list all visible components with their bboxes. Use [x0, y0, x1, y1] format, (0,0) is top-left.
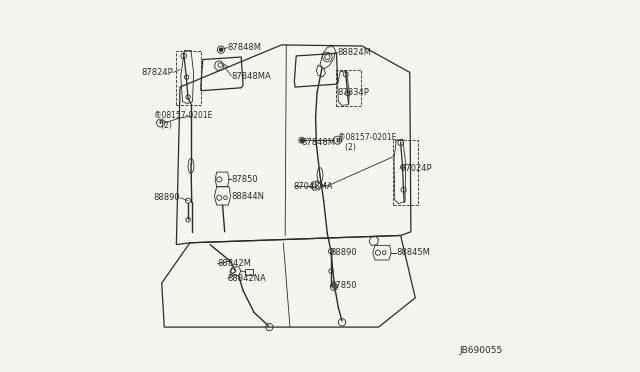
Text: ®08157-0201E
   (2): ®08157-0201E (2): [154, 111, 212, 131]
Text: 88844N: 88844N: [231, 192, 264, 201]
Text: 87834P: 87834P: [337, 88, 369, 97]
Text: 87848M: 87848M: [228, 43, 262, 52]
Text: 88842M: 88842M: [218, 259, 252, 268]
Circle shape: [220, 48, 223, 51]
Text: 87848MA: 87848MA: [231, 71, 271, 81]
Text: 87850: 87850: [231, 175, 258, 184]
Text: R: R: [158, 121, 163, 125]
Text: 87048MA: 87048MA: [294, 182, 333, 190]
Text: JB690055: JB690055: [460, 346, 502, 355]
Text: ®08157-0201E
   (2): ®08157-0201E (2): [337, 133, 396, 153]
Text: 88890: 88890: [330, 248, 357, 257]
Text: 87024P: 87024P: [400, 164, 431, 173]
Text: R: R: [335, 138, 340, 143]
Circle shape: [300, 139, 303, 142]
Text: 88845M: 88845M: [396, 248, 430, 257]
Bar: [337, 70, 362, 106]
Text: 87850: 87850: [330, 281, 357, 290]
Text: 88890: 88890: [154, 193, 180, 202]
Text: 87824P: 87824P: [141, 68, 173, 77]
Bar: [177, 51, 201, 105]
Text: 88824M: 88824M: [337, 48, 371, 57]
Bar: [394, 140, 418, 205]
Text: 87848M: 87848M: [301, 138, 335, 147]
Bar: [245, 269, 253, 275]
Text: 88842NA: 88842NA: [228, 274, 266, 283]
